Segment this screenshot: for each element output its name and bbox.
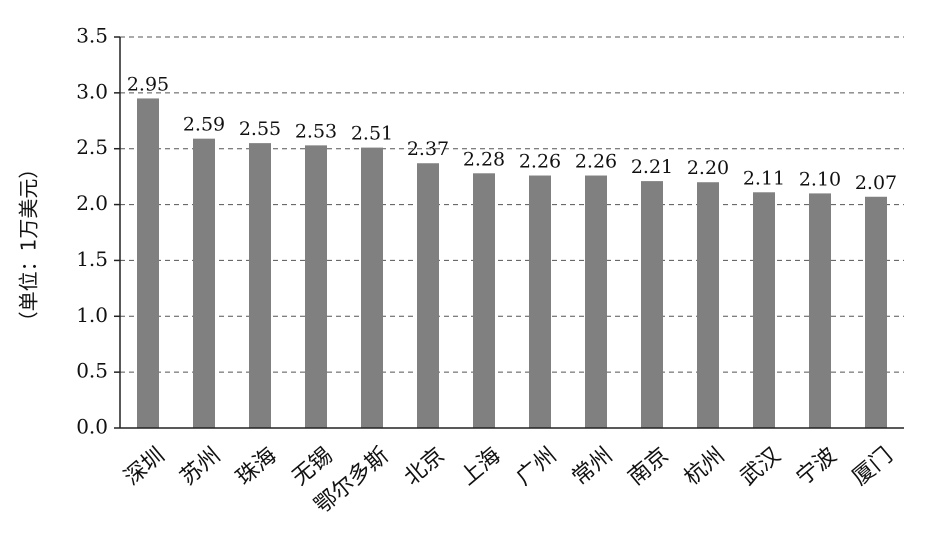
- x-category-label: 常州: [568, 443, 618, 490]
- data-label: 2.37: [407, 138, 449, 160]
- bar: [529, 175, 551, 428]
- x-category-label: 苏州: [176, 443, 226, 490]
- data-label: 2.28: [463, 148, 505, 170]
- bar: [193, 138, 215, 428]
- y-tick-label: 3.5: [76, 24, 108, 48]
- x-category-label: 上海: [456, 443, 506, 490]
- data-label: 2.10: [799, 168, 841, 190]
- data-label: 2.07: [855, 172, 897, 194]
- y-tick-labels: 0.0 0.5 1.0 1.5 2.0 2.5 3.0 3.5: [76, 24, 108, 439]
- axes: [114, 36, 904, 429]
- data-label: 2.26: [519, 151, 561, 173]
- bar: [137, 98, 159, 428]
- bar: [641, 181, 663, 428]
- bar: [417, 163, 439, 429]
- x-category-label: 武汉: [736, 443, 786, 490]
- y-tick-label: 2.0: [76, 191, 108, 215]
- data-label: 2.51: [351, 123, 393, 145]
- x-category-label: 广州: [512, 443, 562, 490]
- data-label: 2.53: [295, 120, 337, 142]
- x-category-label: 厦门: [848, 443, 898, 490]
- data-label: 2.21: [631, 156, 673, 178]
- bar: [753, 192, 775, 428]
- y-tick-label: 1.5: [76, 247, 108, 271]
- bar: [697, 182, 719, 428]
- bar: [305, 145, 327, 428]
- data-label: 2.59: [183, 114, 225, 136]
- data-label: 2.20: [687, 157, 729, 179]
- y-axis-label: （单位：1万美元）: [17, 159, 41, 332]
- y-tick-label: 2.5: [76, 135, 108, 159]
- y-tick-label: 3.0: [76, 79, 108, 103]
- bar: [585, 175, 607, 428]
- x-category-label: 宁波: [792, 443, 842, 490]
- y-tick-label: 0.0: [76, 415, 108, 439]
- bar: [249, 143, 271, 428]
- bar: [361, 147, 383, 428]
- x-category-label: 北京: [400, 443, 450, 490]
- data-labels: 2.95 2.59 2.55 2.53 2.51 2.37 2.28 2.26 2.26 2.21…: [127, 73, 897, 193]
- data-label: 2.26: [575, 151, 617, 173]
- data-label: 2.55: [239, 118, 281, 140]
- bar: [473, 173, 495, 428]
- y-tick-label: 0.5: [76, 359, 108, 383]
- bar: [809, 193, 831, 428]
- x-category-label: 南京: [624, 443, 674, 490]
- data-label: 2.95: [127, 73, 169, 95]
- gridlines: [120, 36, 904, 373]
- x-category-label: 珠海: [232, 443, 282, 490]
- x-category-label: 深圳: [120, 443, 170, 490]
- bars: [137, 98, 887, 429]
- bar: [865, 196, 887, 428]
- x-category-label: 杭州: [680, 443, 730, 490]
- y-tick-label: 1.0: [76, 303, 108, 327]
- data-label: 2.11: [743, 167, 785, 189]
